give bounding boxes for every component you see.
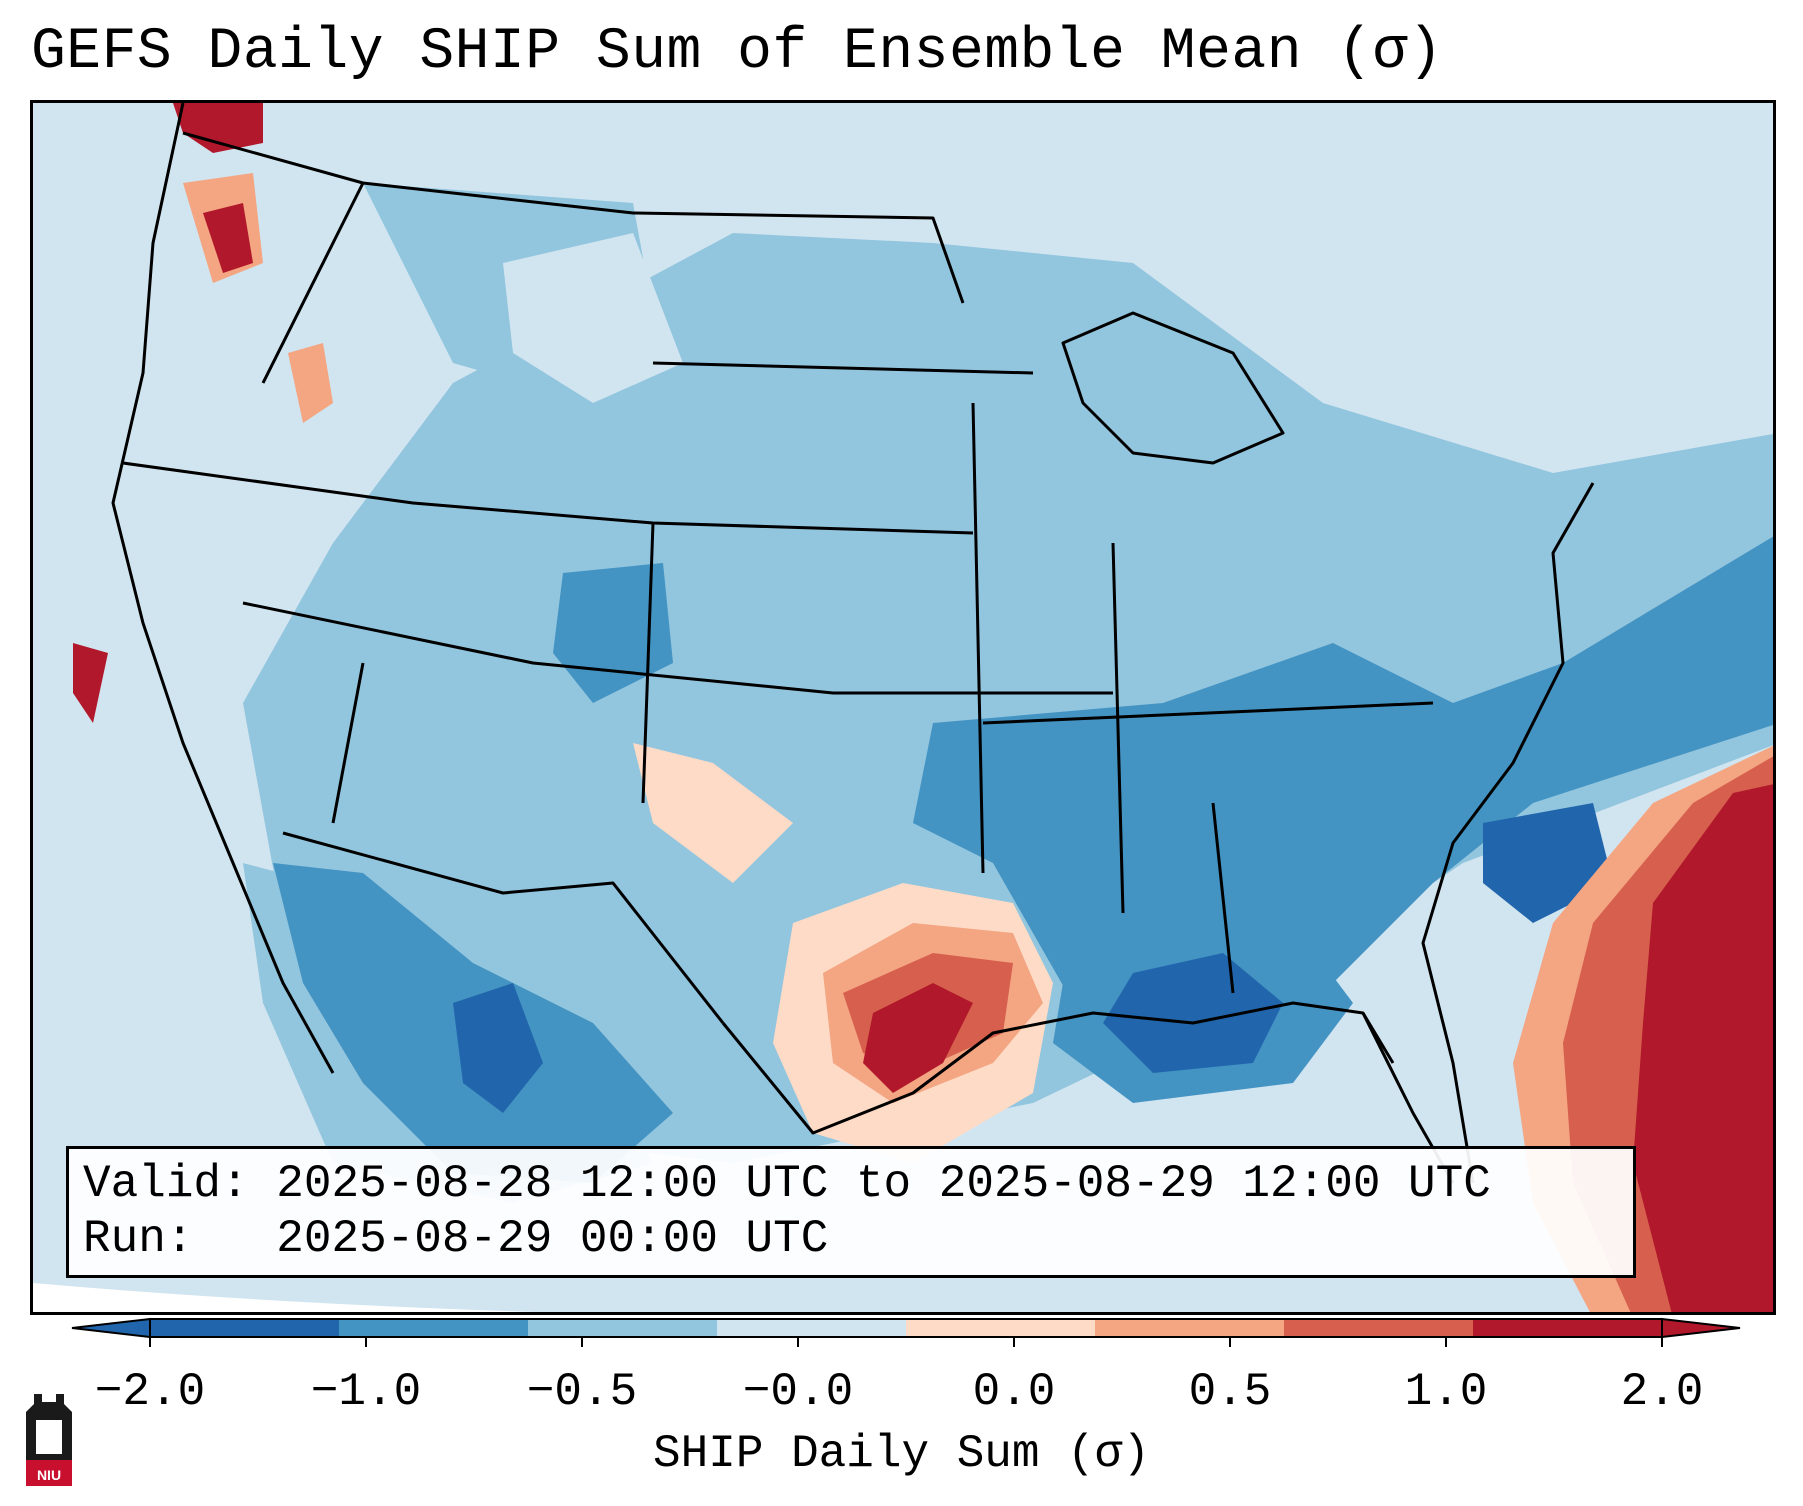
colorbar-segment: [717, 1319, 907, 1337]
colorbar-segment: [150, 1319, 340, 1337]
field-very-high-pnw-2: [203, 203, 253, 273]
great-lakes: [1061, 311, 1285, 465]
map-svg: [33, 103, 1773, 1312]
colorbar-label: SHIP Daily Sum (σ): [653, 1428, 1150, 1480]
logo-window: [36, 1420, 62, 1454]
field-very-low-gulf: [1103, 953, 1283, 1073]
field-near-zero-nw-1: [153, 333, 333, 663]
state-line-10: [261, 182, 365, 384]
colorbar-tick-label: 0.0: [972, 1366, 1056, 1418]
validity-info-box: Valid: 2025-08-28 12:00 UTC to 2025-08-2…: [66, 1146, 1636, 1278]
west-coast-line: [111, 103, 335, 1074]
colorbar-tick-label: 1.0: [1404, 1366, 1488, 1418]
field-near-zero-high-texas: [633, 743, 793, 883]
field-mid-high-oregon: [288, 343, 333, 423]
field-very-low-mexico: [453, 983, 543, 1113]
field-very-high-atlantic: [1633, 784, 1773, 1312]
colorbar-segment: [339, 1319, 529, 1337]
mexico-border: [282, 831, 725, 1024]
map-panel: [30, 100, 1776, 1315]
colorbar-tick-label: −0.0: [742, 1366, 854, 1418]
state-line-2: [242, 601, 1113, 695]
east-coast-line: [1421, 482, 1595, 1184]
colorbar-segment: [528, 1319, 718, 1337]
state-line-7: [982, 701, 1434, 725]
colorbar-segment: [1473, 1319, 1663, 1337]
field-very-high-pnw-1: [173, 103, 263, 153]
run-label: Run:: [83, 1213, 194, 1265]
run-time: 2025-08-29 00:00 UTC: [276, 1213, 829, 1265]
colorbar-segments: [149, 1318, 1663, 1338]
state-line-3: [331, 662, 365, 824]
colorbar-extend-low: [71, 1317, 151, 1339]
field-near-zero-nw-2: [503, 233, 683, 403]
field-very-high-pacific: [73, 643, 108, 723]
colorbar-tick-label: 0.5: [1188, 1366, 1272, 1418]
field-mid-low-central: [243, 233, 1773, 1163]
state-line-5: [971, 402, 985, 874]
chart-title: GEFS Daily SHIP Sum of Ensemble Mean (σ): [31, 20, 1444, 85]
colorbar-tick-label: 2.0: [1620, 1366, 1704, 1418]
state-line-9: [652, 361, 1034, 375]
colorbar: [71, 1317, 1741, 1347]
logo-text: NIU: [37, 1467, 61, 1483]
colorbar-segment: [1095, 1319, 1285, 1337]
colorbar-tick-label: −2.0: [94, 1366, 206, 1418]
state-line-6: [1111, 542, 1125, 914]
field-very-high-texas: [863, 983, 973, 1093]
projection-edge: [33, 1283, 537, 1312]
valid-label: Valid:: [83, 1158, 249, 1210]
gulf-coast-line: [721, 1001, 1395, 1135]
canada-border: [182, 131, 965, 304]
state-line-1: [122, 461, 974, 535]
state-line-8: [1211, 802, 1235, 994]
colorbar-segment: [1284, 1319, 1474, 1337]
colorbar-segment: [906, 1319, 1096, 1337]
colorbar-tick-label: −0.5: [526, 1366, 638, 1418]
valid-range: 2025-08-28 12:00 UTC to 2025-08-29 12:00…: [276, 1158, 1491, 1210]
colorbar-extend-high: [1661, 1317, 1741, 1339]
colorbar-tick-label: −1.0: [310, 1366, 422, 1418]
state-line-4: [641, 522, 655, 804]
niu-logo: NIU: [26, 1394, 72, 1486]
